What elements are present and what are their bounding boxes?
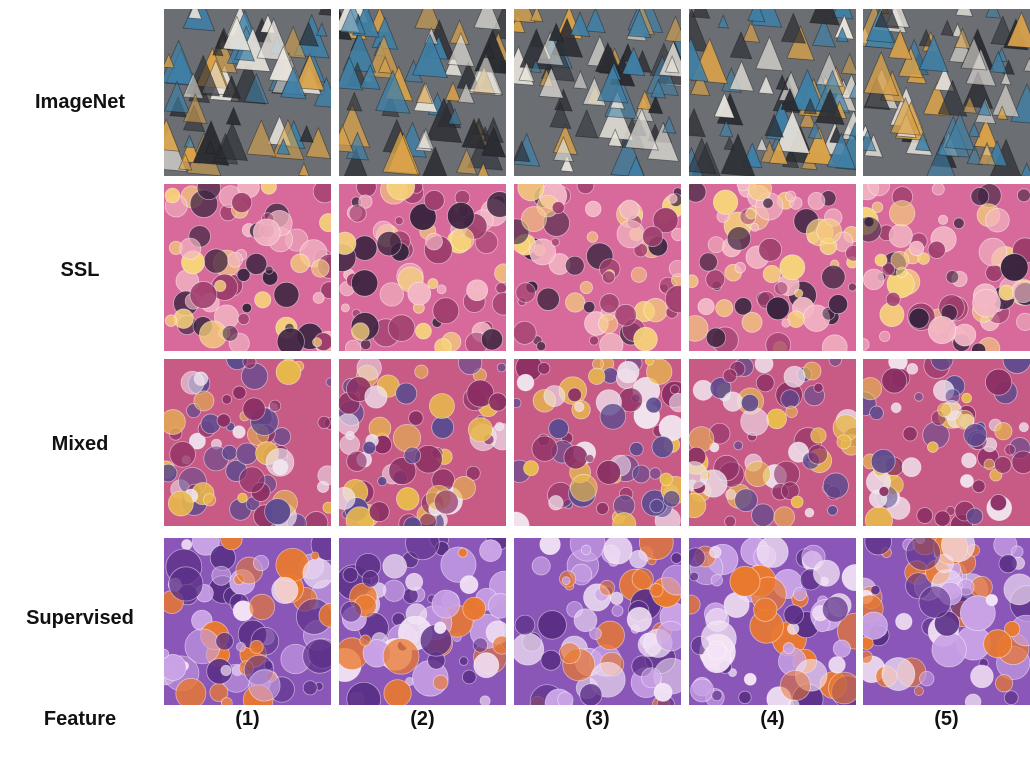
- tile-imagenet-5: [863, 9, 1030, 176]
- feature-axis-label: Feature: [43, 708, 117, 730]
- row-label-mixed: Mixed: [51, 433, 109, 455]
- row-label-ssl: SSL: [60, 259, 100, 281]
- tile-imagenet-1: [164, 9, 331, 176]
- tile-supervised-2: [339, 538, 506, 705]
- tile-imagenet-3: [514, 9, 681, 176]
- tile-mixed-2: [339, 359, 506, 526]
- column-label-4: (4): [760, 708, 785, 730]
- tile-ssl-5: [863, 184, 1030, 351]
- column-label-3: (3): [585, 708, 610, 730]
- tile-supervised-1: [164, 538, 331, 705]
- tile-mixed-1: [164, 359, 331, 526]
- tile-supervised-3: [514, 538, 681, 705]
- tile-mixed-5: [863, 359, 1030, 526]
- tile-mixed-4: [689, 359, 856, 526]
- tile-imagenet-4: [689, 9, 856, 176]
- column-label-1: (1): [235, 708, 260, 730]
- tile-ssl-1: [164, 184, 331, 351]
- tile-mixed-3: [514, 359, 681, 526]
- tile-ssl-3: [514, 184, 681, 351]
- column-label-2: (2): [410, 708, 435, 730]
- row-label-supervised: Supervised: [26, 607, 134, 629]
- column-label-5: (5): [934, 708, 959, 730]
- tile-ssl-4: [689, 184, 856, 351]
- tile-ssl-2: [339, 184, 506, 351]
- tile-supervised-4: [689, 538, 856, 705]
- row-label-imagenet: ImageNet: [34, 91, 126, 113]
- tile-supervised-5: [863, 538, 1030, 705]
- tile-imagenet-2: [339, 9, 506, 176]
